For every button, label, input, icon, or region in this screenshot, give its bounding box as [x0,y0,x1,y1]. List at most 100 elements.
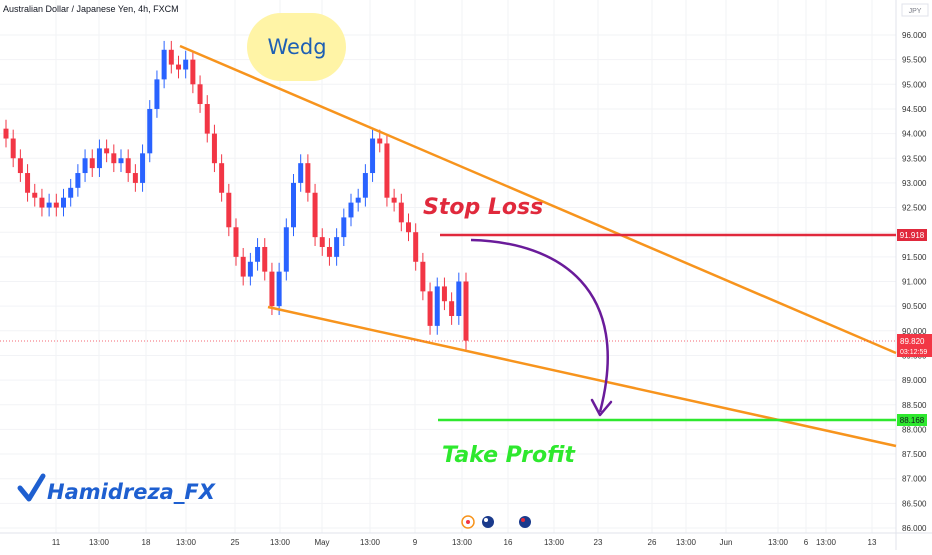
x-tick-label: 25 [231,538,240,547]
x-tick-label: 13:00 [544,538,565,547]
candle-body [219,163,225,193]
candle-body [391,197,397,203]
candles [3,40,469,350]
wedge-badge[interactable]: Wedg [247,13,346,81]
candle-body [125,158,131,174]
candle-body [17,158,23,174]
candle-body [147,108,153,154]
au-flag-icon-2-mark [521,518,525,522]
candle-body [398,202,404,223]
x-tick-label: 26 [648,538,657,547]
candle-body [247,261,253,277]
candle-body [449,301,455,317]
y-tick-label: 89.000 [902,376,927,385]
candle-body [312,192,318,238]
y-tick-label: 94.000 [902,130,927,139]
y-tick-label: 87.500 [902,450,927,459]
au-flag-icon[interactable] [482,516,494,528]
x-tick-label: 23 [594,538,603,547]
candle-body [53,202,59,208]
candle-body [413,232,419,262]
candle-body [132,173,138,183]
candle-body [427,291,433,326]
wedge-upper-line [179,44,897,355]
author-signature: Hamidreza_FX [17,473,217,504]
y-tick-label: 88.500 [902,401,927,410]
currency-label-box [901,3,929,17]
candle-body [233,227,239,257]
candle-body [240,256,246,277]
x-tick-label: 13:00 [89,538,110,547]
candle-body [298,163,304,183]
projection-arrow-head [590,398,613,417]
candle-body [25,173,31,193]
candle-body [75,173,81,188]
y-tick-label: 87.000 [902,475,927,484]
candle-body [183,59,189,70]
countdown-text: 03:12:59 [900,349,927,356]
event-icon-dot [466,520,470,524]
x-tick-label: 18 [142,538,151,547]
stop-loss-label: Stop Loss [423,195,543,220]
candle-body [197,84,203,105]
candle-body [111,153,117,164]
candle-body [384,143,390,198]
y-tick-label: 91.500 [902,253,927,262]
y-tick-label: 95.500 [902,56,927,65]
candle-body [89,158,95,169]
au-flag-icon-2[interactable] [519,516,531,528]
y-tick-label: 86.000 [902,524,927,533]
candle-body [283,227,289,272]
x-tick-label: 13:00 [176,538,197,547]
candle-body [46,202,52,208]
y-tick-label: 94.500 [902,105,927,114]
event-icons[interactable] [461,515,531,529]
author-name: Hamidreza_FX [47,480,217,504]
candle-body [362,173,368,198]
x-tick-label: 9 [413,538,418,547]
x-tick-label: May [314,538,329,547]
candle-body [255,246,261,262]
candle-body [226,192,232,228]
candle-body [68,187,74,198]
candle-body [96,148,102,169]
candle-body [341,217,347,238]
time-axis[interactable]: 11 13:00 18 13:00 25 13:00 May 13:00 9 13:00 16 13:… [52,538,877,547]
candle-body [441,286,447,302]
candle-body [190,59,196,85]
price-axis[interactable]: 86.000 86.500 87.000 87.500 88.000 88.500 89.0… [902,31,927,533]
candle-body [104,148,110,154]
y-tick-label: 93.500 [902,154,927,163]
current-price-tag-bg [897,334,932,357]
candle-body [118,158,124,164]
x-tick-label: 11 [52,538,61,547]
wedge-badge-bg [247,13,346,81]
candle-body [3,128,9,139]
candle-body [406,222,411,233]
candle-body [176,64,181,70]
y-tick-label: 88.000 [902,425,927,434]
candle-body [326,246,332,257]
y-tick-label: 86.500 [902,499,927,508]
candle-body [262,246,268,272]
currency-label: JPY [901,3,929,17]
candle-body [456,281,462,317]
currency-label-text: JPY [909,8,922,15]
candle-body [291,182,296,228]
candle-body [463,281,469,341]
y-tick-label: 95.000 [902,80,927,89]
candle-body [161,49,167,80]
candle-body [377,138,383,144]
x-tick-label: 13:00 [816,538,837,547]
candle-body [32,192,38,198]
current-price-tag: 89.820 03:12:59 [897,334,932,357]
stop-price-tag-bg [897,229,927,241]
x-tick-label: 13:00 [360,538,381,547]
x-tick-label: 13:00 [676,538,697,547]
candle-body [434,286,440,326]
x-tick-label: 13:00 [768,538,789,547]
stop-price-tag: 91.918 [897,229,927,241]
wedge-badge-text: Wedg [267,35,326,59]
